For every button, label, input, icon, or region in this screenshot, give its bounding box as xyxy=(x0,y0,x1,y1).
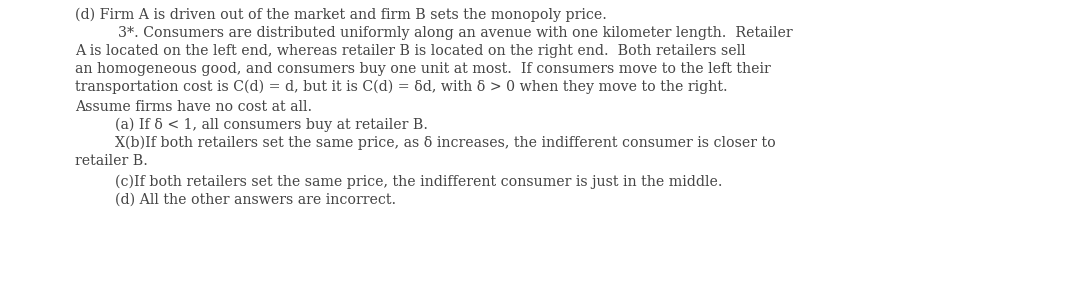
Text: Assume firms have no cost at all.: Assume firms have no cost at all. xyxy=(75,100,312,114)
Text: an homogeneous good, and consumers buy one unit at most.  If consumers move to t: an homogeneous good, and consumers buy o… xyxy=(75,62,771,76)
Text: 3*. Consumers are distributed uniformly along an avenue with one kilometer lengt: 3*. Consumers are distributed uniformly … xyxy=(118,26,792,40)
Text: A is located on the left end, whereas retailer B is located on the right end.  B: A is located on the left end, whereas re… xyxy=(75,44,746,58)
Text: (d) Firm A is driven out of the market and firm B sets the monopoly price.: (d) Firm A is driven out of the market a… xyxy=(75,8,607,22)
Text: (c)If both retailers set the same price, the indifferent consumer is just in the: (c)If both retailers set the same price,… xyxy=(115,175,723,190)
Text: transportation cost is C(d) = d, but it is C(d) = δd, with δ > 0 when they move : transportation cost is C(d) = d, but it … xyxy=(75,80,728,94)
Text: retailer B.: retailer B. xyxy=(75,154,148,168)
Text: (a) If δ < 1, all consumers buy at retailer B.: (a) If δ < 1, all consumers buy at retai… xyxy=(115,118,428,132)
Text: (d) All the other answers are incorrect.: (d) All the other answers are incorrect. xyxy=(115,193,397,207)
Text: X(b)If both retailers set the same price, as δ increases, the indifferent consum: X(b)If both retailers set the same price… xyxy=(115,136,776,150)
